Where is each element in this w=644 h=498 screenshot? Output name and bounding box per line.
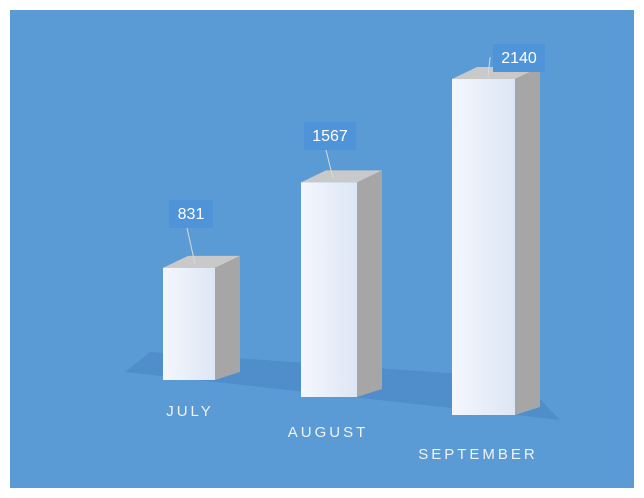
x-tick-label: AUGUST (288, 424, 369, 441)
data-label-box (169, 200, 213, 228)
bar (452, 79, 515, 416)
bar-top (163, 255, 240, 268)
data-label-box (493, 44, 545, 72)
x-tick-label: JULY (166, 403, 214, 420)
leader-line (325, 149, 334, 179)
leader-line (487, 57, 491, 78)
x-tick-label: SEPTEMBER (418, 446, 538, 463)
bar-side (515, 67, 540, 416)
bar-side (215, 255, 240, 380)
data-label: 831 (178, 206, 205, 223)
data-label: 2140 (501, 50, 537, 67)
data-label-box (304, 122, 356, 150)
bar-side (357, 170, 382, 397)
bar (163, 267, 215, 380)
bar (301, 182, 357, 397)
bar-top (301, 170, 382, 183)
leader-line (186, 227, 196, 264)
data-label: 1567 (312, 128, 348, 145)
